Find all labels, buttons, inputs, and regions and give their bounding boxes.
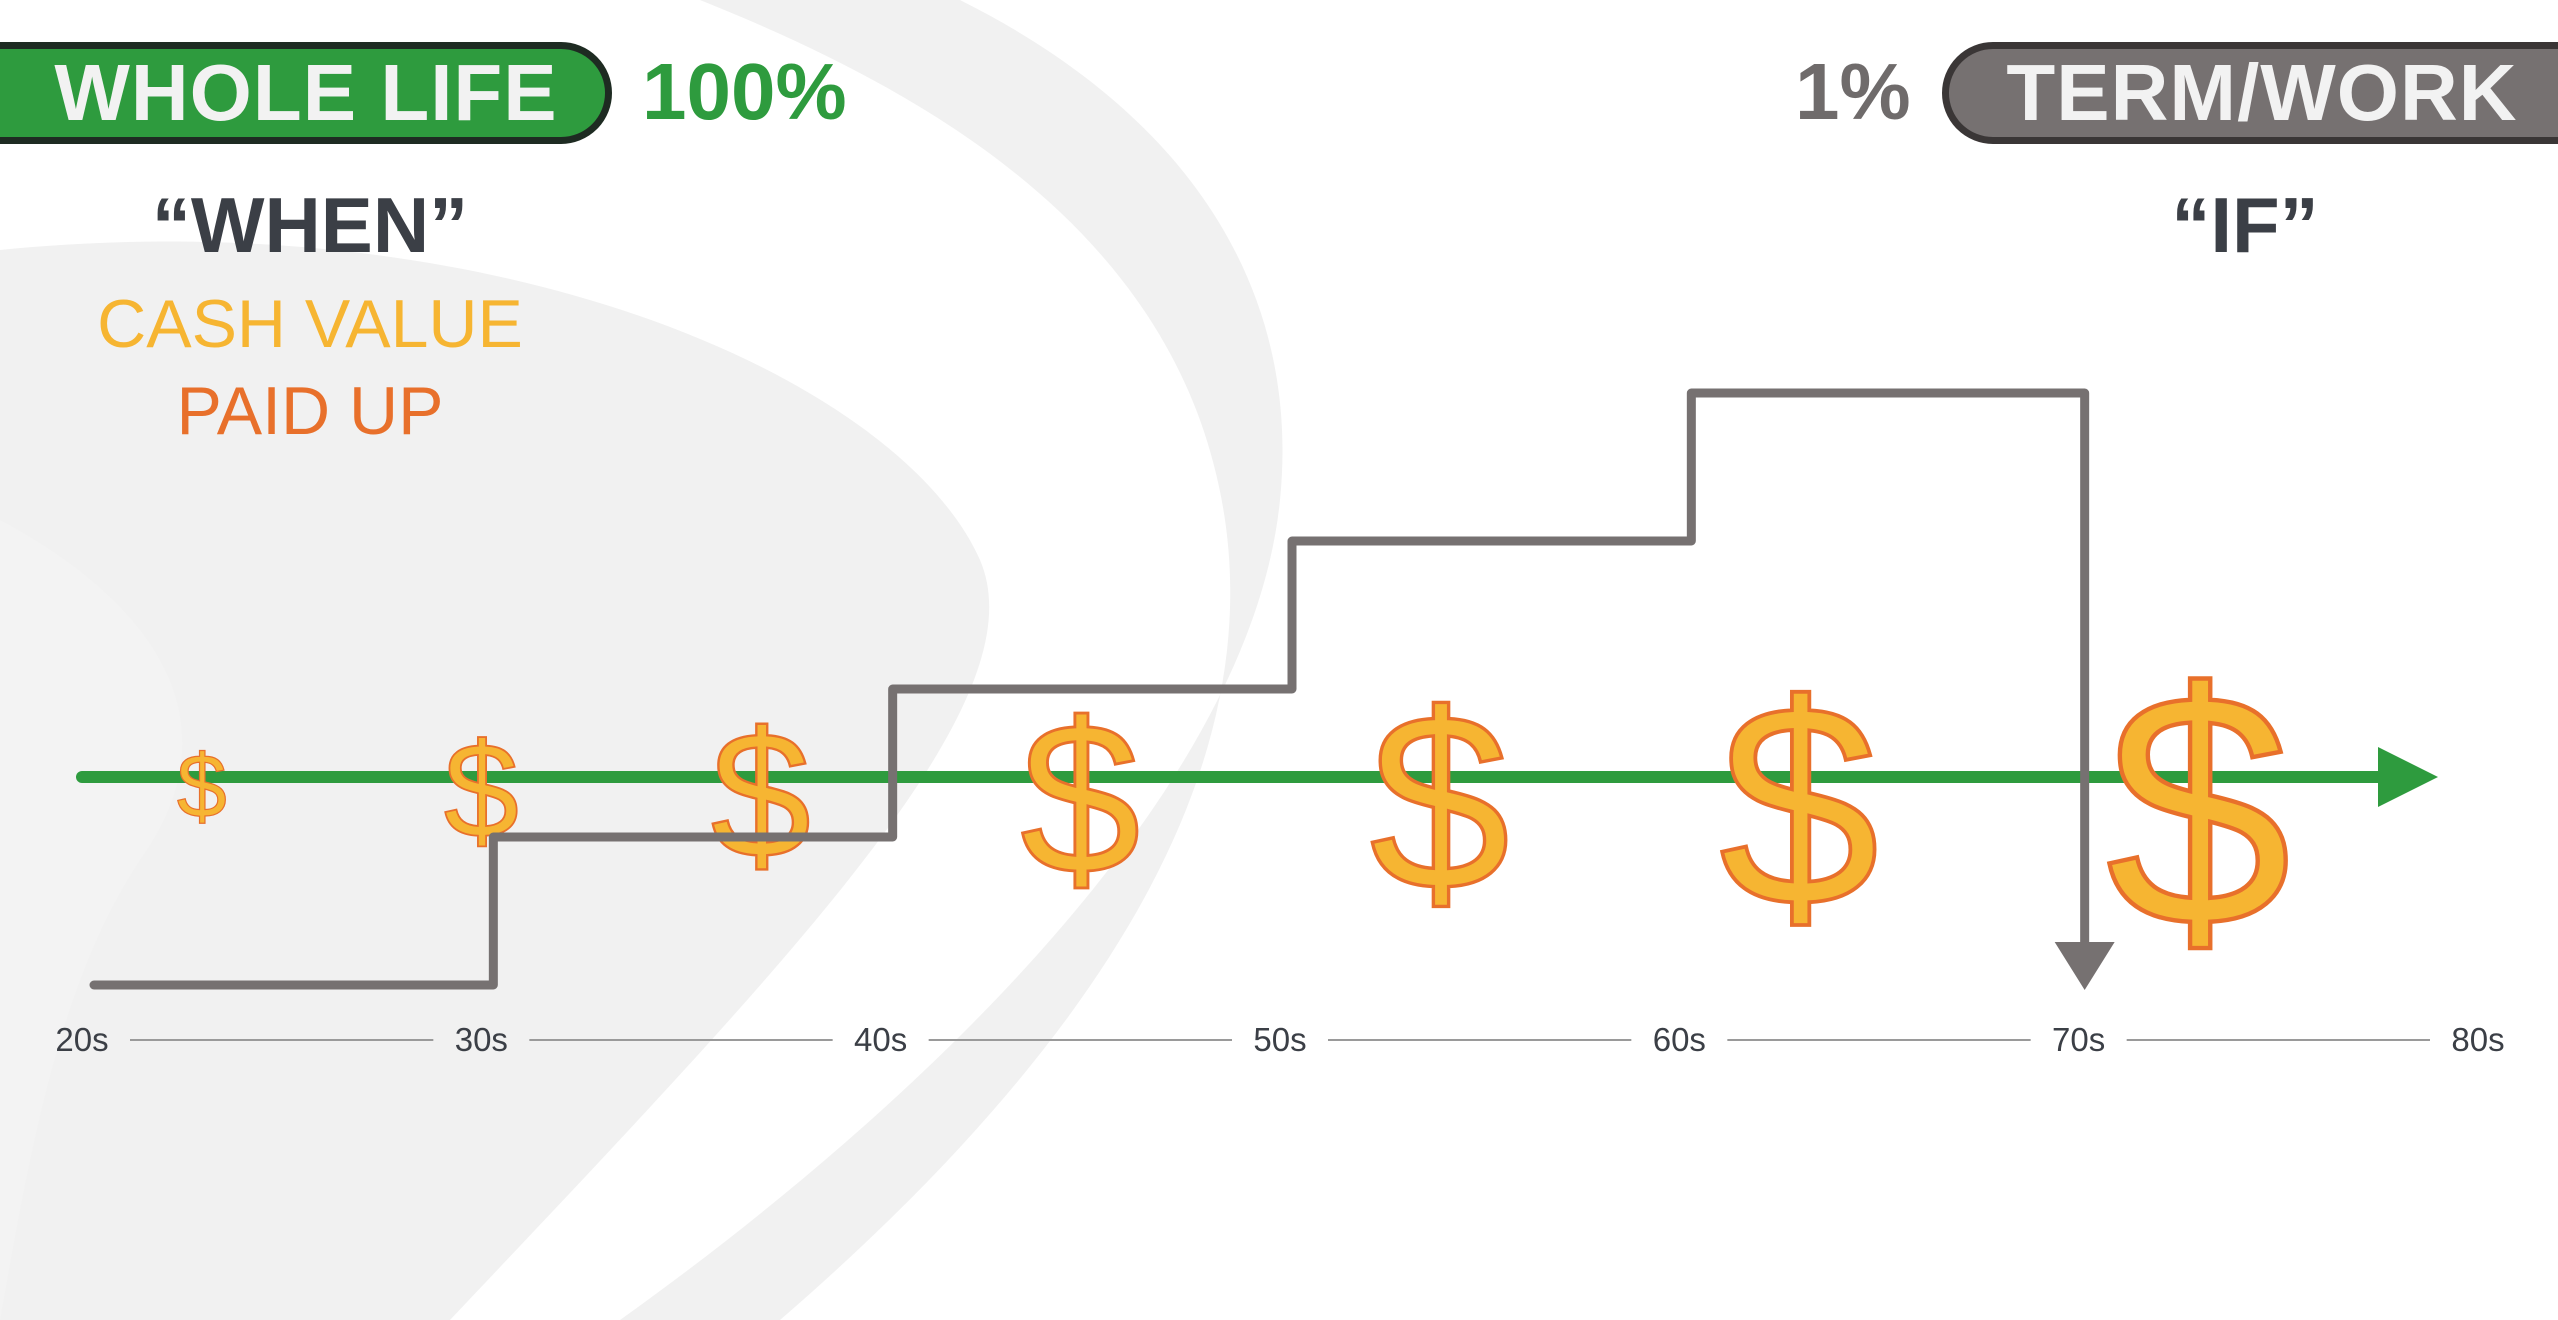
dollar-icon: $ [177, 737, 227, 837]
when-heading: “WHEN” [151, 181, 469, 269]
term-work-badge: TERM/WORK [1942, 42, 2558, 144]
step-line-path [89, 388, 2090, 990]
whole-life-label: WHOLE LIFE [54, 48, 558, 137]
dollar-icon: $ [2106, 624, 2291, 996]
dollar-symbols: $ $ $ $ $ $ $ [176, 622, 2293, 998]
x-axis: 20s 30s 40s 50s 60s 70s 80s [55, 1021, 2504, 1058]
growth-arrow [76, 747, 2438, 807]
x-tick-label: 70s [2052, 1021, 2105, 1058]
x-tick-label: 50s [1253, 1021, 1306, 1058]
dollar-icon: $ [444, 715, 519, 866]
x-tick-label: 20s [55, 1021, 108, 1058]
dollar-icon: $ [1020, 677, 1140, 919]
x-tick-label: 80s [2451, 1021, 2504, 1058]
paid-up-label: PAID UP [176, 373, 444, 449]
cash-value-label: CASH VALUE [97, 286, 523, 362]
if-heading: “IF” [2171, 181, 2319, 269]
whole-life-percent: 100% [642, 47, 847, 136]
term-work-label: TERM/WORK [2006, 48, 2518, 137]
drop-arrow-head [2054, 942, 2115, 990]
whole-life-badge: WHOLE LIFE [0, 42, 612, 144]
x-tick-label: 60s [1653, 1021, 1706, 1058]
step-line [89, 388, 2115, 990]
x-tick-label: 30s [455, 1021, 508, 1058]
dollar-icon: $ [711, 695, 811, 896]
dollar-icon: $ [1719, 645, 1879, 967]
dollar-icon: $ [1370, 662, 1510, 943]
term-work-percent: 1% [1795, 47, 1911, 136]
growth-arrow-head [2378, 747, 2438, 807]
x-tick-label: 40s [854, 1021, 907, 1058]
